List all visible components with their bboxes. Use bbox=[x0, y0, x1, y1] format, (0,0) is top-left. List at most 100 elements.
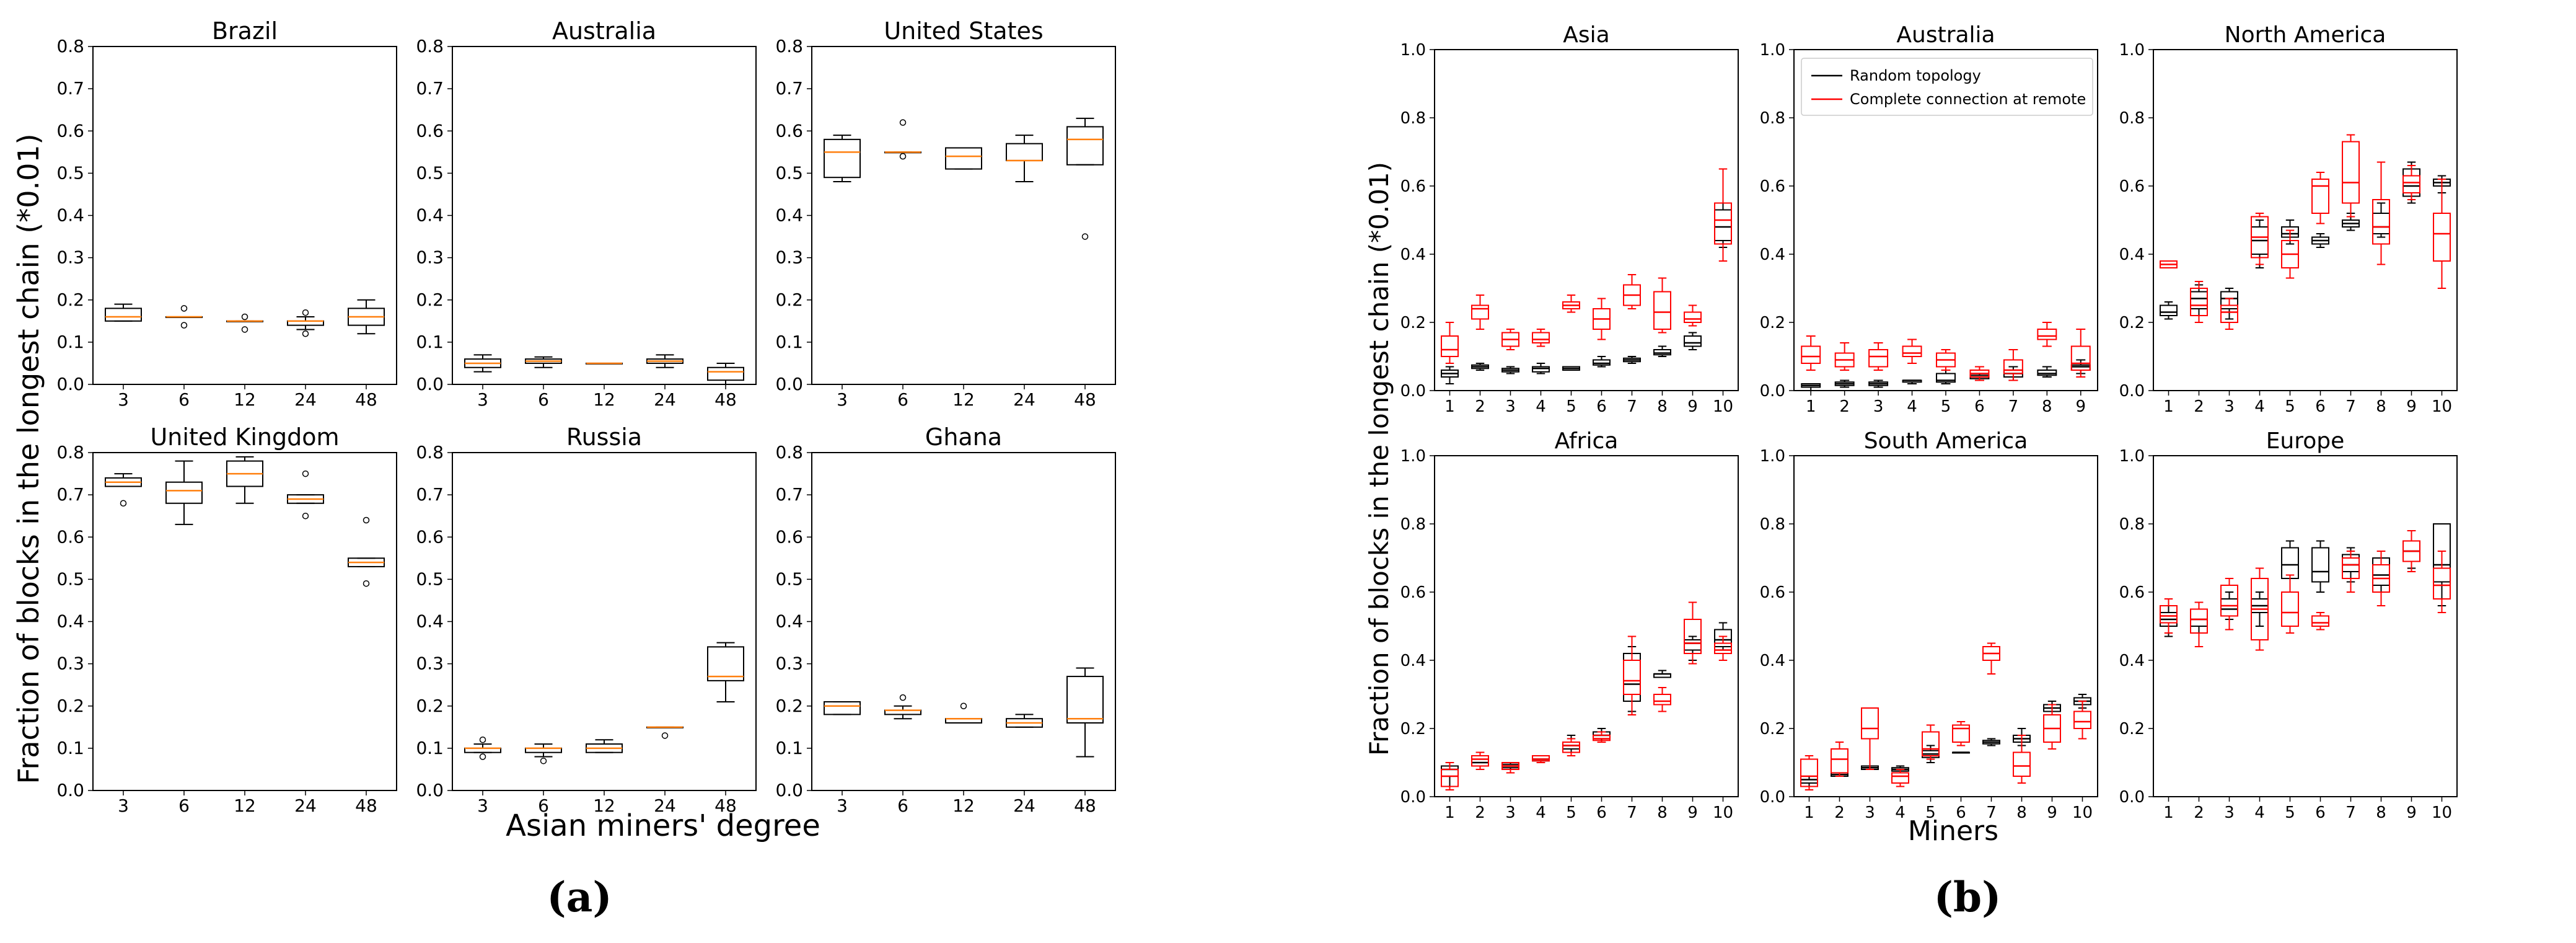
y-tick-label: 0.2 bbox=[2119, 720, 2145, 738]
box bbox=[287, 309, 324, 337]
box-body bbox=[2372, 213, 2390, 234]
box-body bbox=[1714, 202, 1732, 245]
x-tick-label: 10 bbox=[2432, 397, 2452, 416]
y-tick-label: 0.2 bbox=[1400, 314, 1426, 332]
box-body bbox=[2160, 605, 2178, 624]
box bbox=[646, 726, 684, 739]
box-random bbox=[1653, 345, 1671, 357]
x-tick-label: 12 bbox=[952, 389, 975, 410]
x-tick-label: 8 bbox=[2376, 397, 2386, 416]
y-tick-label: 0.1 bbox=[416, 738, 444, 758]
box-random bbox=[1834, 379, 1855, 388]
y-tick-label: 0.4 bbox=[56, 205, 84, 226]
outlier-point bbox=[302, 330, 309, 337]
box-body bbox=[1532, 366, 1550, 373]
outlier-point bbox=[180, 322, 188, 329]
x-tick-label: 9 bbox=[2406, 397, 2417, 416]
box-body bbox=[1684, 619, 1702, 654]
outlier-point bbox=[960, 702, 967, 709]
box-body bbox=[2372, 199, 2390, 245]
box-complete bbox=[1562, 738, 1580, 756]
box-complete bbox=[1982, 642, 2000, 675]
panel-b-5: Europe 0.0 0.2 0.4 0.6 0.8 1.0 1 2 3 4 5 6 7 8 9 10 bbox=[2119, 428, 2458, 822]
x-tick-label: 8 bbox=[1657, 397, 1668, 416]
box-body bbox=[2190, 608, 2208, 634]
y-tick-label: 0.4 bbox=[1760, 246, 1785, 264]
y-tick-label: 0.4 bbox=[1400, 246, 1426, 264]
x-tick-label: 7 bbox=[2008, 397, 2019, 416]
box bbox=[884, 694, 921, 720]
y-tick-label: 0.1 bbox=[775, 738, 803, 758]
y-tick-label: 0.3 bbox=[416, 653, 444, 674]
panel-title: United States bbox=[884, 17, 1043, 45]
x-tick-label: 3 bbox=[837, 795, 848, 816]
box-random bbox=[1653, 670, 1671, 678]
panel-title: United Kingdom bbox=[150, 423, 339, 451]
x-tick-label: 7 bbox=[2345, 397, 2356, 416]
outlier-point bbox=[302, 470, 309, 477]
y-tick-label: 0.7 bbox=[775, 484, 803, 505]
y-tick-label: 0.3 bbox=[56, 247, 84, 268]
box bbox=[945, 147, 982, 170]
y-tick-label: 0.1 bbox=[56, 332, 84, 352]
x-tick-label: 3 bbox=[1873, 397, 1884, 416]
outlier-point bbox=[899, 694, 907, 701]
x-tick-label: 1 bbox=[1444, 804, 1455, 822]
x-tick-label: 8 bbox=[2376, 804, 2386, 822]
panel-title: South America bbox=[1864, 428, 2028, 454]
box bbox=[824, 135, 861, 182]
box-random bbox=[2037, 366, 2057, 378]
subfigure-label-b: (b) bbox=[1934, 873, 2002, 921]
y-tick-label: 0.0 bbox=[1400, 788, 1426, 807]
y-tick-label: 0.8 bbox=[2119, 109, 2145, 128]
box-body bbox=[1471, 755, 1489, 767]
y-tick-label: 0.2 bbox=[2119, 314, 2145, 332]
y-tick-label: 0.7 bbox=[416, 484, 444, 505]
y-tick-label: 0.2 bbox=[775, 290, 803, 310]
box bbox=[348, 516, 385, 587]
x-tick-label: 1 bbox=[1804, 804, 1814, 822]
y-tick-label: 0.2 bbox=[56, 290, 84, 310]
x-tick-label: 3 bbox=[118, 795, 129, 816]
box-complete bbox=[2311, 612, 2329, 631]
y-tick-label: 0.8 bbox=[1760, 515, 1785, 534]
box bbox=[464, 737, 501, 760]
box-body bbox=[1800, 758, 1818, 787]
box-body bbox=[1653, 291, 1671, 330]
x-tick-label: 12 bbox=[234, 389, 256, 410]
x-tick-label: 12 bbox=[952, 795, 975, 816]
box-complete bbox=[1653, 277, 1671, 334]
box-body bbox=[1684, 335, 1702, 347]
box bbox=[884, 119, 921, 160]
box-body bbox=[1471, 304, 1489, 320]
box-complete bbox=[1501, 329, 1519, 350]
box-body bbox=[2433, 213, 2451, 262]
x-tick-label: 3 bbox=[477, 795, 488, 816]
box-body bbox=[2281, 547, 2299, 579]
box bbox=[165, 460, 203, 525]
y-tick-label: 0.6 bbox=[1400, 583, 1426, 602]
y-tick-label: 0.8 bbox=[1400, 109, 1426, 128]
x-tick-label: 48 bbox=[1074, 795, 1096, 816]
x-tick-label: 3 bbox=[2224, 804, 2235, 822]
y-tick-label: 0.0 bbox=[1400, 382, 1426, 401]
box-random bbox=[1902, 379, 1922, 384]
box-complete bbox=[1868, 342, 1889, 371]
outlier-point bbox=[180, 305, 188, 312]
box-random bbox=[1801, 383, 1821, 391]
box-complete bbox=[1800, 755, 1818, 790]
y-tick-label: 0.8 bbox=[1400, 515, 1426, 534]
y-tick-label: 0.6 bbox=[1760, 583, 1785, 602]
box-complete bbox=[1623, 274, 1641, 309]
panel-a-4: Russia 0.0 0.1 0.2 0.3 0.4 0.5 0.6 0.7 0.8 3 6 12 24 4… bbox=[416, 423, 757, 816]
x-tick-label: 6 bbox=[2315, 804, 2326, 822]
box-body bbox=[2281, 591, 2299, 627]
box-body bbox=[1952, 724, 1970, 743]
box bbox=[165, 305, 203, 329]
y-tick-label: 0.0 bbox=[775, 374, 803, 394]
box-complete bbox=[2433, 179, 2451, 289]
x-tick-label: 7 bbox=[1627, 804, 1637, 822]
y-tick-label: 0.2 bbox=[416, 290, 444, 310]
box-complete bbox=[1532, 329, 1550, 347]
y-tick-label: 0.3 bbox=[416, 247, 444, 268]
